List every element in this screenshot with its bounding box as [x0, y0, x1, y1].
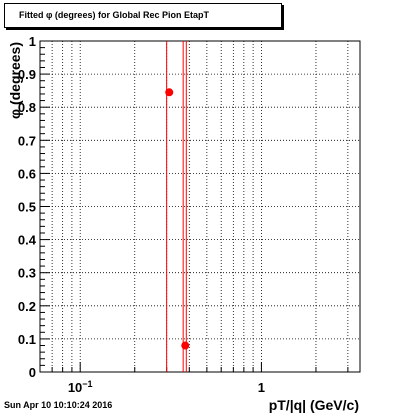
grid	[39, 41, 360, 372]
y-axis-title: φ (degrees)	[7, 42, 23, 119]
data-point	[165, 88, 174, 97]
tick-labels: 0 0.1 0.2 0.3 0.4 0.5 0.6 0.7 0.8 0.9 1 10−1 1	[18, 34, 265, 395]
y-tick-label: 0.9	[18, 67, 36, 82]
y-tick-label: 0.3	[18, 266, 36, 281]
x-tick-label: 1	[258, 380, 265, 395]
chart-title: Fitted φ (degrees) for Global Rec Pion E…	[19, 10, 209, 20]
y-tick-label: 0.5	[18, 200, 36, 215]
y-tick-label: 0	[29, 365, 36, 380]
y-tick-label: 0.1	[18, 332, 36, 347]
y-tick-label: 0.6	[18, 166, 36, 181]
y-tick-label: 1	[29, 34, 36, 49]
chart-title-box: Fitted φ (degrees) for Global Rec Pion E…	[4, 3, 282, 28]
y-tick-label: 0.2	[18, 299, 36, 314]
x-tick-label: 10−1	[68, 379, 93, 395]
data-point	[181, 341, 190, 350]
timestamp: Sun Apr 10 10:10:24 2016	[4, 400, 113, 410]
y-tick-label: 0.7	[18, 133, 36, 148]
y-tick-label: 0.8	[18, 100, 36, 115]
x-axis-title: pT/|q| (GeV/c)	[269, 397, 359, 413]
axis-ticks	[39, 40, 349, 373]
data-series	[165, 41, 190, 372]
y-tick-label: 0.4	[18, 233, 37, 248]
